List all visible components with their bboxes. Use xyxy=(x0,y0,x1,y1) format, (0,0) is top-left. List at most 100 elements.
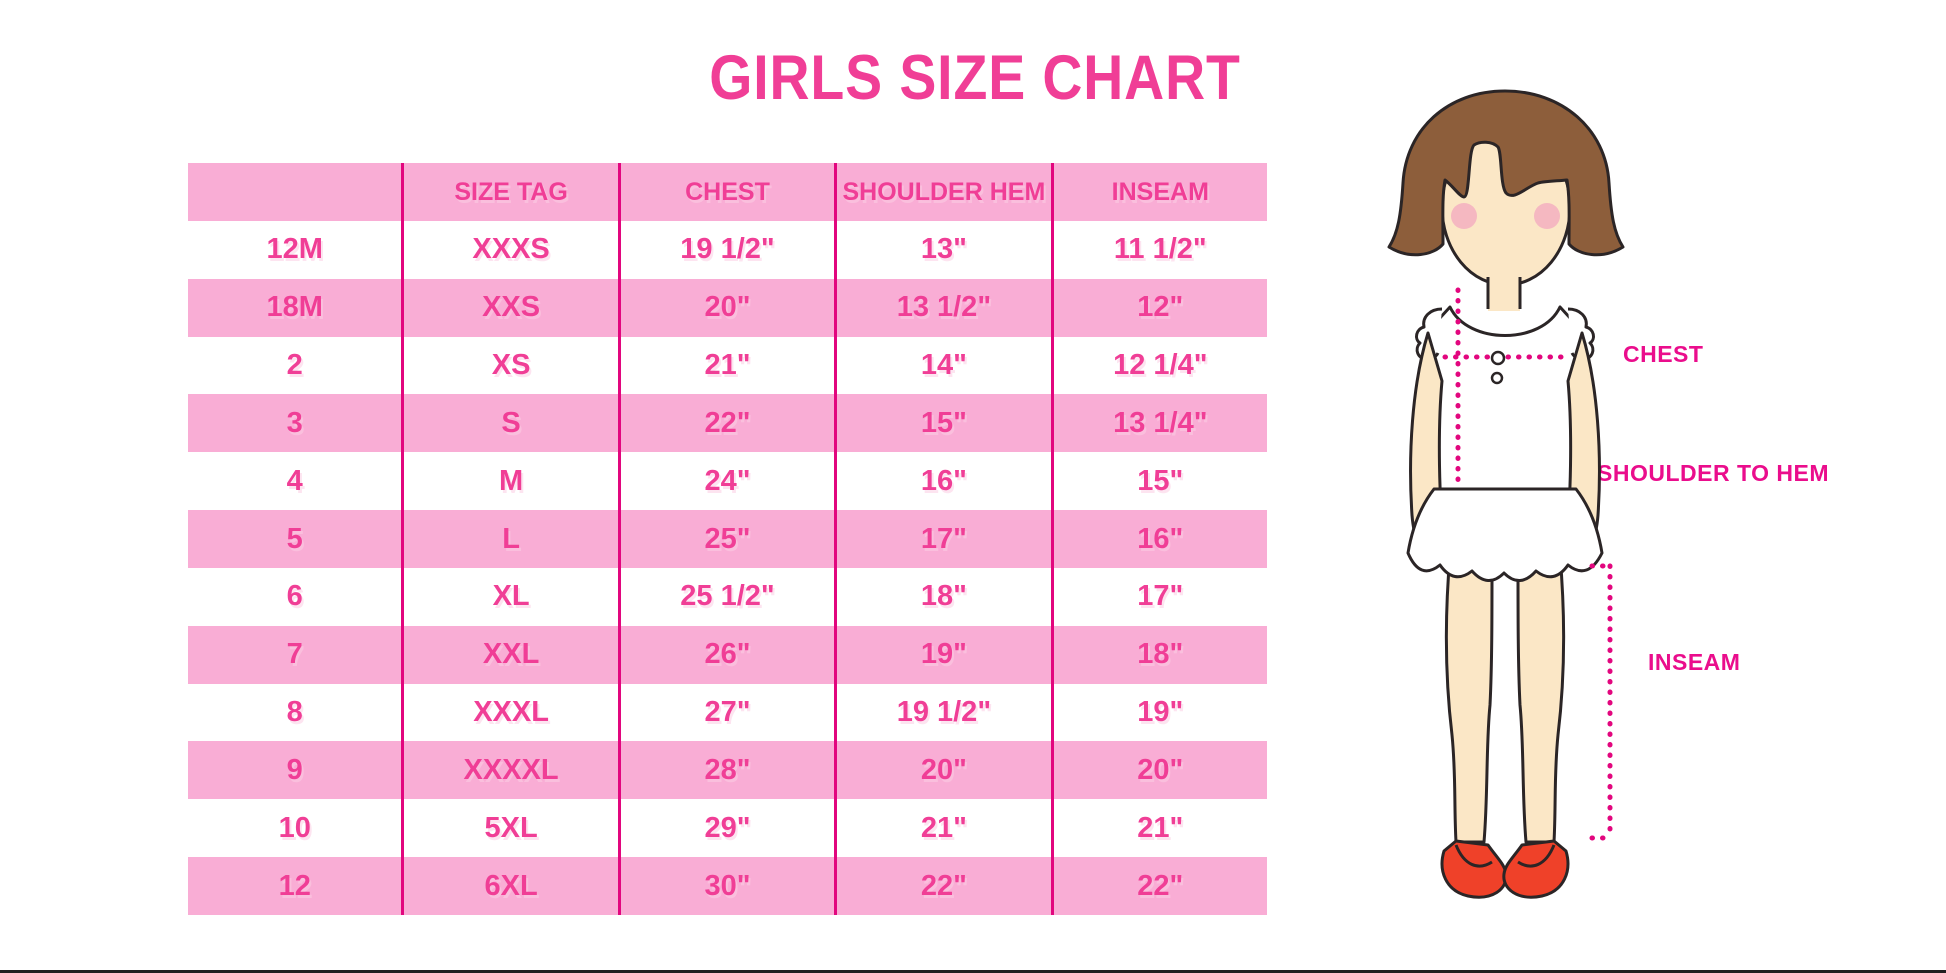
cell-inseam: 11 1/2" xyxy=(1050,221,1267,279)
cell-size-tag: M xyxy=(401,452,620,511)
cell-shoulder-hem: 16" xyxy=(834,452,1053,511)
cell-size-tag: XXXXL xyxy=(401,741,620,800)
top-bodice xyxy=(1426,305,1584,491)
leg-left xyxy=(1444,553,1494,844)
peplum-skirt xyxy=(1406,487,1604,582)
cell-shoulder-hem: 20" xyxy=(834,741,1053,800)
shoe-strap-left xyxy=(1454,844,1493,868)
size-table-header: SIZE TAG CHEST SHOULDER HEM INSEAM xyxy=(188,163,1267,221)
cell-inseam: 18" xyxy=(1050,625,1267,684)
button-bottom xyxy=(1490,371,1504,385)
girl-illustration xyxy=(1387,89,1625,899)
cell-inseam: 17" xyxy=(1050,567,1267,626)
table-row: 8 XXXL 27" 19 1/2" 19" xyxy=(188,683,1267,742)
header-cell-chest: CHEST xyxy=(617,163,836,221)
header-cell-blank xyxy=(188,163,403,221)
cell-size-tag: XL xyxy=(401,567,620,626)
cell-us-size: 18M xyxy=(266,291,323,324)
button-top xyxy=(1490,350,1506,366)
cell-chest: 25" xyxy=(617,510,836,568)
shoe-strap-right xyxy=(1517,844,1556,868)
cell-size-tag: XXS xyxy=(401,278,620,337)
header-cell-shoulder-hem: SHOULDER HEM xyxy=(834,163,1053,221)
cell-us-size: 10 xyxy=(278,811,311,844)
size-table-body: 12M XXXS 19 1/2" 13" 11 1/2" 18M XXS 20" 13 1/2"… xyxy=(188,221,1267,915)
header-cell-inseam: INSEAM xyxy=(1050,163,1267,221)
cell-shoulder-hem: 14" xyxy=(834,336,1053,395)
cell-size-tag: 6XL xyxy=(401,857,620,915)
inseam-line xyxy=(1589,563,1616,841)
cell-chest: 30" xyxy=(617,857,836,915)
table-row: 2 XS 21" 14" 12 1/4" xyxy=(188,336,1267,395)
leg-right xyxy=(1516,553,1566,844)
cell-size-tag: 5XL xyxy=(401,799,620,858)
cell-shoulder-hem: 13" xyxy=(834,221,1053,279)
cell-shoulder-hem: 21" xyxy=(834,799,1053,858)
cell-inseam: 12 1/4" xyxy=(1050,336,1267,395)
header-row: SIZE TAG CHEST SHOULDER HEM INSEAM xyxy=(188,163,1267,221)
cell-us-size: 5 xyxy=(286,522,303,555)
cell-inseam: 19" xyxy=(1050,683,1267,742)
table-row: 18M XXS 20" 13 1/2" 12" xyxy=(188,278,1267,337)
shoulder-to-hem-label: SHOULDER TO HEM xyxy=(1597,460,1829,486)
table-row: 12M XXXS 19 1/2" 13" 11 1/2" xyxy=(188,221,1267,279)
cell-shoulder-hem: 19 1/2" xyxy=(834,683,1053,742)
cell-us-size: 7 xyxy=(286,638,303,671)
shoe-right xyxy=(1502,839,1570,899)
bottom-edge-divider xyxy=(0,970,1946,973)
cell-us-size: 12M xyxy=(266,233,323,266)
cell-inseam: 21" xyxy=(1050,799,1267,858)
cell-chest: 27" xyxy=(617,683,836,742)
cell-size-tag: XS xyxy=(401,336,620,395)
cell-shoulder-hem: 18" xyxy=(834,567,1053,626)
cell-us-size: 8 xyxy=(286,696,303,729)
cell-chest: 25 1/2" xyxy=(617,567,836,626)
table-row: 10 5XL 29" 21" 21" xyxy=(188,799,1267,858)
cell-us-size: 9 xyxy=(286,753,303,786)
page-title: GIRLS SIZE CHART xyxy=(709,43,1241,113)
cell-chest: 26" xyxy=(617,625,836,684)
shoe-left xyxy=(1440,839,1508,899)
cell-inseam: 20" xyxy=(1050,741,1267,800)
cell-chest: 20" xyxy=(617,278,836,337)
cell-chest: 21" xyxy=(617,336,836,395)
table-row: 6 XL 25 1/2" 18" 17" xyxy=(188,567,1267,626)
blush-left-icon xyxy=(1451,203,1477,229)
cell-size-tag: XXXS xyxy=(401,221,620,279)
cell-us-size: 12 xyxy=(278,869,311,902)
cell-size-tag: L xyxy=(401,510,620,568)
cell-shoulder-hem: 17" xyxy=(834,510,1053,568)
chest-label: CHEST xyxy=(1623,341,1704,367)
table-row: 3 S 22" 15" 13 1/4" xyxy=(188,394,1267,453)
cell-inseam: 13 1/4" xyxy=(1050,394,1267,453)
cell-chest: 24" xyxy=(617,452,836,511)
cell-inseam: 16" xyxy=(1050,510,1267,568)
blush-right-icon xyxy=(1534,203,1560,229)
table-row: 7 XXL 26" 19" 18" xyxy=(188,625,1267,684)
header-cell-size-tag: SIZE TAG xyxy=(401,163,620,221)
cell-us-size: 4 xyxy=(286,464,303,497)
cell-inseam: 22" xyxy=(1050,857,1267,915)
cell-shoulder-hem: 22" xyxy=(834,857,1053,915)
cell-us-size: 2 xyxy=(286,349,303,382)
cell-chest: 29" xyxy=(617,799,836,858)
cell-size-tag: XXL xyxy=(401,625,620,684)
cell-shoulder-hem: 19" xyxy=(834,625,1053,684)
table-row: 12 6XL 30" 22" 22" xyxy=(188,857,1267,915)
cell-us-size: 3 xyxy=(286,406,303,439)
cell-size-tag: S xyxy=(401,394,620,453)
size-table: SIZE TAG CHEST SHOULDER HEM INSEAM 12M XX… xyxy=(188,163,1267,915)
cell-size-tag: XXXL xyxy=(401,683,620,742)
cell-inseam: 12" xyxy=(1050,278,1267,337)
cell-shoulder-hem: 13 1/2" xyxy=(834,278,1053,337)
cell-chest: 28" xyxy=(617,741,836,800)
inseam-label: INSEAM xyxy=(1648,649,1741,675)
cell-chest: 19 1/2" xyxy=(617,221,836,279)
table-row: 9 XXXXL 28" 20" 20" xyxy=(188,741,1267,800)
neck xyxy=(1488,273,1520,311)
cell-us-size: 6 xyxy=(286,580,303,613)
neck-outline xyxy=(1486,277,1522,309)
cell-inseam: 15" xyxy=(1050,452,1267,511)
cell-chest: 22" xyxy=(617,394,836,453)
